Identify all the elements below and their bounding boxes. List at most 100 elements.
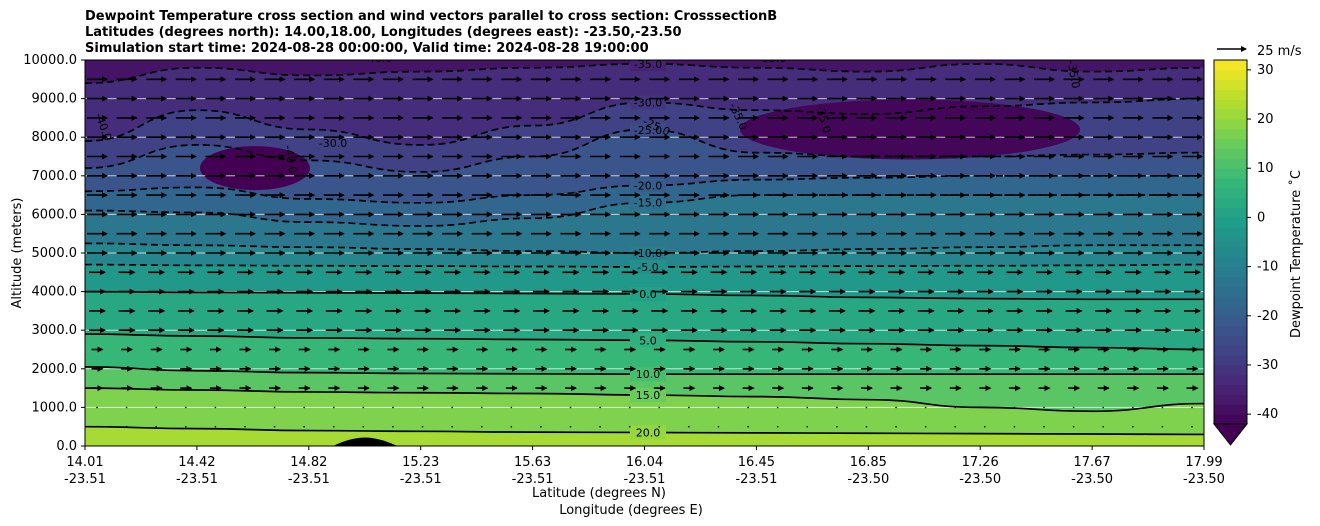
wind-vector <box>451 425 453 428</box>
contour-label--30.0: -30.0 <box>634 97 662 110</box>
y-tick-label-5: 5000.0 <box>32 246 78 261</box>
contour-label-bg--10.0 <box>630 245 666 260</box>
x-tick-label-lat-7: 16.85 <box>850 455 887 470</box>
plot-area: 20.0 15.0 10.0 5.0 0.0 -5.0-10.0 -15.0 -20.0 -25… <box>85 59 1204 446</box>
wind-vector <box>599 406 601 409</box>
y-tick-label-9: 9000.0 <box>32 92 78 107</box>
contour-label-bg--20.0 <box>630 178 666 193</box>
wind-vector <box>776 425 779 428</box>
contour-label-extra-1: -40.0 <box>282 144 300 174</box>
colorbar-segment <box>1214 384 1247 395</box>
y-tick-label-6: 6000.0 <box>32 207 78 222</box>
colorbar-segment <box>1214 325 1247 336</box>
wind-vector <box>392 406 394 409</box>
contour-label-bg--35.0 <box>630 60 666 71</box>
contour-label-bg--25.0 <box>630 123 666 138</box>
colorbar-segment <box>1214 256 1247 268</box>
colorbar-segment <box>1214 138 1247 150</box>
wind-vector <box>244 425 246 428</box>
wind-vector <box>1013 406 1016 409</box>
wind-vector <box>717 406 720 409</box>
x-axis: 14.01 -23.51 14.42 -23.51 14.82 -23.51 15.23 -2… <box>64 446 1225 487</box>
contour-label-bg-20.0 <box>630 425 666 440</box>
wind-vector <box>895 406 897 409</box>
band-15.0 <box>85 388 1204 435</box>
colorbar-segment <box>1214 286 1247 297</box>
wind-vector <box>1161 425 1164 428</box>
contour-label--20.0: -20.0 <box>634 179 662 192</box>
x-tick-label-lat-10: 17.99 <box>1185 455 1222 470</box>
wind-vector <box>480 425 483 428</box>
wind-vector <box>836 406 838 409</box>
wind-vector <box>303 425 305 428</box>
wind-vector <box>806 406 809 409</box>
colorbar-segment <box>1214 237 1247 248</box>
colorbar-segment <box>1214 355 1247 366</box>
wind-vector <box>214 425 217 428</box>
quiver-key: 25 m/s <box>1217 44 1302 59</box>
colorbar-segment <box>1214 197 1247 209</box>
band--25.0 <box>85 129 1204 203</box>
y-axis: 0.0 1000.0 2000.0 3000.0 4000.0 5000.0 6000.0 7… <box>23 53 85 454</box>
contour-label-extra-7: -30.0 <box>319 137 347 150</box>
x-tick-label-lon-10: -23.50 <box>1183 472 1225 487</box>
wind-vector <box>747 425 749 428</box>
wind-vector <box>155 406 157 409</box>
wind-vector <box>273 406 276 409</box>
wind-vector <box>273 425 276 428</box>
wind-vector <box>954 425 957 428</box>
wind-vector <box>1072 425 1075 428</box>
contour--30.0 <box>85 97 1204 146</box>
wind-vector <box>1191 425 1193 428</box>
wind-vector <box>421 406 424 409</box>
quiver-key-label: 25 m/s <box>1257 44 1302 59</box>
x-tick-label-lon-4: -23.51 <box>512 472 554 487</box>
wind-vector <box>184 406 187 409</box>
colorbar-segment <box>1214 394 1247 405</box>
x-tick-label-lon-7: -23.50 <box>847 472 889 487</box>
colorbar-extend-min <box>1212 423 1249 446</box>
wind-vector <box>96 406 98 409</box>
wind-vector <box>1102 425 1105 428</box>
contour-label-10.0: 10.0 <box>636 368 661 381</box>
wind-vector <box>776 406 779 409</box>
x-tick-label-lon-5: -23.51 <box>624 472 666 487</box>
x-tick-label-lat-3: 15.23 <box>402 455 439 470</box>
x-tick-label-lat-5: 16.04 <box>626 455 663 470</box>
wind-vector <box>1072 406 1075 409</box>
x-tick-label-lon-1: -23.51 <box>176 472 218 487</box>
contour-label-20.0: 20.0 <box>636 427 661 440</box>
wind-vector <box>628 406 631 409</box>
wind-vector <box>1132 425 1134 428</box>
contour-label-extra-4: -35.0 <box>1065 59 1083 89</box>
y-tick-label-1: 1000.0 <box>32 400 78 415</box>
x-tick-label-lon-6: -23.51 <box>735 472 777 487</box>
colorbar-segment <box>1214 266 1247 277</box>
y-tick-label-8: 8000.0 <box>32 130 78 145</box>
colorbar-segment <box>1214 364 1247 376</box>
wind-vector <box>125 406 128 409</box>
x-tick-label-lat-2: 14.82 <box>290 455 327 470</box>
colorbar-segment <box>1214 89 1247 100</box>
contour-label--5.0: -5.0 <box>637 261 658 274</box>
chart-title-line-3: Simulation start time: 2024-08-28 00:00:… <box>85 41 649 56</box>
contour-label--10.0: -10.0 <box>634 247 662 260</box>
colorbar-segment <box>1214 276 1247 287</box>
colorbar-segment <box>1214 207 1247 218</box>
colorbar-tick-label-1: -30 <box>1257 358 1278 373</box>
colorbar-segment <box>1214 404 1247 415</box>
wind-vector <box>954 406 957 409</box>
wind-vector <box>717 425 720 428</box>
y-tick-label-0: 0.0 <box>56 439 77 454</box>
colorbar-segment <box>1214 79 1247 91</box>
wind-vector <box>865 425 868 428</box>
wind-vector <box>332 406 335 409</box>
y-tick-label-4: 4000.0 <box>32 285 78 300</box>
x-tick-label-lat-1: 14.42 <box>178 455 215 470</box>
band-0.0 <box>85 291 1204 350</box>
wind-vector <box>421 425 424 428</box>
band--5.0 <box>85 264 1204 300</box>
colorbar: -40 -30 -20 -10 0 10 20 30 <box>1212 59 1278 446</box>
wind-vector <box>1191 406 1193 409</box>
